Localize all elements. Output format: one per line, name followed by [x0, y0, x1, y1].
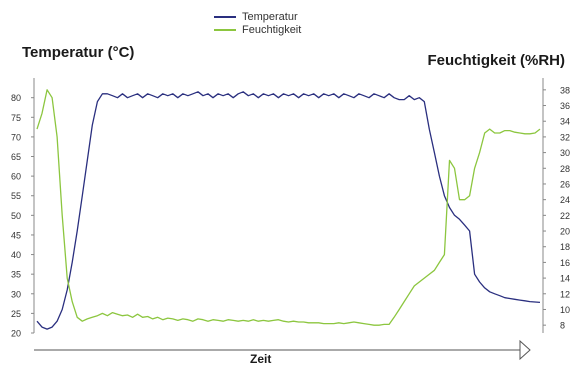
right-tick-label: 12 [560, 289, 570, 299]
legend: Temperatur Feuchtigkeit [214, 10, 301, 36]
left-tick-label: 75 [11, 113, 21, 123]
x-axis [34, 339, 531, 361]
legend-item-feuchtigkeit: Feuchtigkeit [214, 23, 301, 36]
right-tick-label: 32 [560, 132, 570, 142]
right-tick-label: 18 [560, 242, 570, 252]
series-line-feuchtigkeit [36, 89, 541, 326]
legend-label-temperatur: Temperatur [242, 10, 298, 23]
right-tick-label: 26 [560, 179, 570, 189]
right-tick-label: 28 [560, 164, 570, 174]
left-tick-label: 80 [11, 93, 21, 103]
right-axis: 8 10 12 14 16 18 20 22 24 26 28 30 32 34 36 38 [542, 78, 570, 333]
left-axis-title: Temperatur (°C) [22, 44, 135, 61]
right-tick-label: 34 [560, 117, 570, 127]
series-line-temperatur [36, 91, 541, 330]
left-tick-label: 55 [11, 191, 21, 201]
left-tick-label: 35 [11, 270, 21, 280]
right-tick-label: 38 [560, 85, 570, 95]
legend-label-feuchtigkeit: Feuchtigkeit [242, 23, 302, 36]
right-tick-label: 22 [560, 211, 570, 221]
right-tick-label: 14 [560, 274, 570, 284]
series-layer [36, 89, 541, 330]
x-axis-arrow [519, 339, 531, 361]
legend-item-temperatur: Temperatur [214, 10, 301, 23]
legend-swatch-feuchtigkeit [214, 28, 236, 31]
right-tick-label: 16 [560, 258, 570, 268]
left-tick-label: 25 [11, 309, 21, 319]
left-tick-label: 50 [11, 211, 21, 221]
right-tick-label: 24 [560, 195, 570, 205]
left-axis: 20 25 30 35 40 45 50 55 60 65 70 75 80 [11, 78, 35, 339]
left-tick-label: 30 [11, 289, 21, 299]
left-tick-label: 70 [11, 132, 21, 142]
right-tick-label: 8 [560, 321, 565, 331]
right-tick-label: 10 [560, 305, 570, 315]
left-tick-label: 60 [11, 172, 21, 182]
left-tick-label: 40 [11, 250, 21, 260]
right-axis-title: Feuchtigkeit (%RH) [427, 52, 565, 69]
left-tick-label: 45 [11, 230, 21, 240]
right-tick-label: 30 [560, 148, 570, 158]
legend-swatch-temperatur [214, 15, 236, 18]
left-tick-label: 20 [11, 329, 21, 339]
x-axis-label: Zeit [250, 352, 272, 366]
left-tick-label: 65 [11, 152, 21, 162]
right-tick-label: 36 [560, 101, 570, 111]
right-tick-label: 20 [560, 227, 570, 237]
